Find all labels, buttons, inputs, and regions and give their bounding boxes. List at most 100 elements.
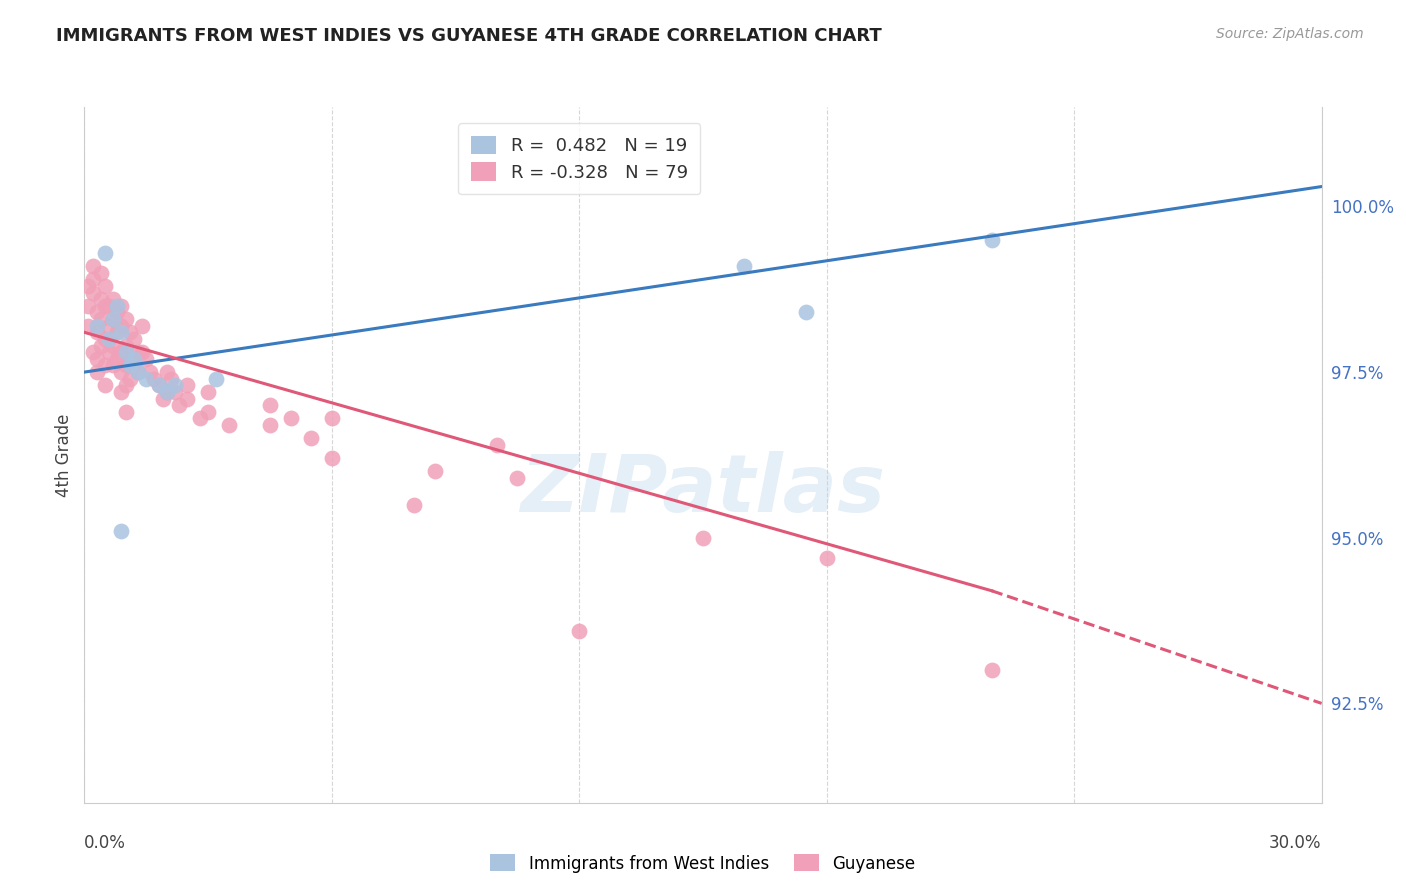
Point [90, 266, 112, 280]
Point [103, 292, 125, 306]
Point [94, 378, 117, 392]
Text: 30.0%: 30.0% [1270, 834, 1322, 852]
Point [197, 405, 219, 419]
Y-axis label: 4th Grade: 4th Grade [55, 413, 73, 497]
Point [103, 338, 125, 352]
Point [148, 378, 170, 392]
Point [82, 259, 104, 273]
Point [135, 351, 157, 366]
Point [197, 384, 219, 399]
Point [280, 411, 302, 425]
Point [98, 332, 121, 346]
Point [103, 312, 125, 326]
Point [98, 318, 121, 333]
Point [82, 345, 104, 359]
Text: IMMIGRANTS FROM WEST INDIES VS GUYANESE 4TH GRADE CORRELATION CHART: IMMIGRANTS FROM WEST INDIES VS GUYANESE … [56, 27, 882, 45]
Legend: R =  0.482   N = 19, R = -0.328   N = 79: R = 0.482 N = 19, R = -0.328 N = 79 [458, 123, 700, 194]
Point [176, 378, 198, 392]
Point [82, 285, 104, 300]
Legend: Immigrants from West Indies, Guyanese: Immigrants from West Indies, Guyanese [484, 847, 922, 880]
Point [321, 411, 343, 425]
Point [86, 365, 108, 379]
Point [94, 245, 117, 260]
Point [160, 372, 183, 386]
Point [165, 378, 187, 392]
Text: 0.0%: 0.0% [84, 834, 127, 852]
Point [321, 451, 343, 466]
Point [90, 338, 112, 352]
Point [94, 279, 117, 293]
Point [143, 372, 166, 386]
Point [94, 359, 117, 373]
Point [568, 624, 591, 638]
Point [692, 531, 714, 545]
Point [114, 312, 136, 326]
Point [86, 326, 108, 340]
Point [127, 345, 149, 359]
Point [86, 318, 108, 333]
Point [167, 398, 190, 412]
Point [105, 299, 128, 313]
Point [259, 418, 281, 433]
Point [114, 405, 136, 419]
Point [90, 312, 112, 326]
Point [188, 411, 211, 425]
Point [110, 524, 132, 538]
Point [165, 384, 187, 399]
Point [110, 345, 132, 359]
Point [110, 326, 132, 340]
Point [156, 384, 179, 399]
Point [205, 372, 228, 386]
Point [131, 318, 153, 333]
Point [148, 378, 170, 392]
Point [77, 279, 100, 293]
Point [122, 359, 145, 373]
Point [90, 292, 112, 306]
Point [127, 365, 149, 379]
Point [94, 332, 117, 346]
Point [105, 326, 128, 340]
Point [122, 351, 145, 366]
Point [139, 365, 162, 379]
Point [176, 392, 198, 406]
Point [485, 438, 508, 452]
Text: Source: ZipAtlas.com: Source: ZipAtlas.com [1216, 27, 1364, 41]
Point [110, 384, 132, 399]
Point [118, 351, 141, 366]
Point [110, 299, 132, 313]
Point [299, 431, 322, 445]
Point [259, 398, 281, 412]
Point [980, 663, 1002, 677]
Point [94, 299, 117, 313]
Point [98, 299, 121, 313]
Point [103, 359, 125, 373]
Point [110, 318, 132, 333]
Point [86, 305, 108, 319]
Point [127, 365, 149, 379]
Point [86, 351, 108, 366]
Point [156, 384, 179, 399]
Point [218, 418, 240, 433]
Point [118, 359, 141, 373]
Point [77, 299, 100, 313]
Point [980, 233, 1002, 247]
Point [110, 365, 132, 379]
Point [114, 338, 136, 352]
Point [114, 345, 136, 359]
Point [733, 259, 755, 273]
Point [815, 550, 838, 565]
Point [131, 345, 153, 359]
Point [98, 345, 121, 359]
Point [77, 318, 100, 333]
Point [118, 326, 141, 340]
Point [105, 305, 128, 319]
Text: ZIPatlas: ZIPatlas [520, 450, 886, 529]
Point [135, 372, 157, 386]
Point [114, 359, 136, 373]
Point [404, 498, 426, 512]
Point [105, 351, 128, 366]
Point [114, 378, 136, 392]
Point [423, 465, 446, 479]
Point [506, 471, 529, 485]
Point [122, 332, 145, 346]
